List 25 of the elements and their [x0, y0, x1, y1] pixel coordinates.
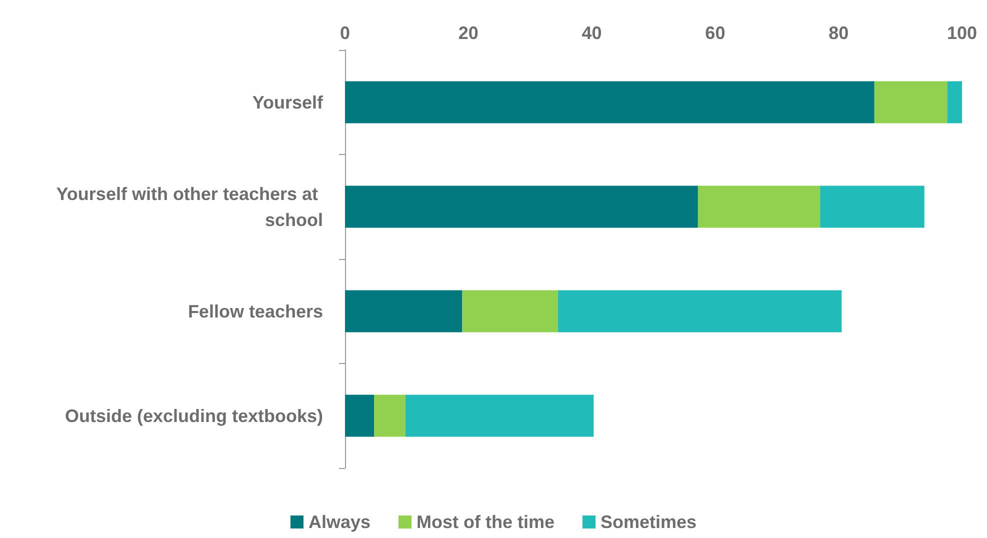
x-tick-label: 40 [582, 23, 602, 43]
bar [462, 290, 558, 332]
legend-label: Sometimes [600, 512, 697, 532]
bar [405, 394, 594, 437]
bar [374, 394, 406, 437]
legend-label: Always [308, 512, 371, 532]
bar [874, 81, 948, 124]
y-tick-label: Yourself [252, 92, 324, 112]
legend-label: Most of the time [416, 512, 554, 532]
bar [947, 81, 962, 124]
bar [345, 186, 698, 228]
bar [345, 81, 874, 124]
y-tick-label: Fellow teachers [188, 301, 323, 322]
x-tick-label: 80 [828, 23, 849, 43]
bar [698, 186, 820, 228]
bar [345, 290, 462, 332]
x-tick-label: 20 [458, 23, 478, 43]
y-tick-label: Yourself with other teachers at school [56, 184, 323, 230]
x-tick-label: 100 [946, 23, 978, 43]
bar [345, 394, 374, 437]
bar [558, 290, 842, 332]
bar [820, 186, 924, 228]
x-tick-label: 0 [340, 23, 350, 43]
x-tick-label: 60 [705, 23, 726, 43]
y-tick-label: Outside (excluding textbooks) [64, 406, 324, 426]
